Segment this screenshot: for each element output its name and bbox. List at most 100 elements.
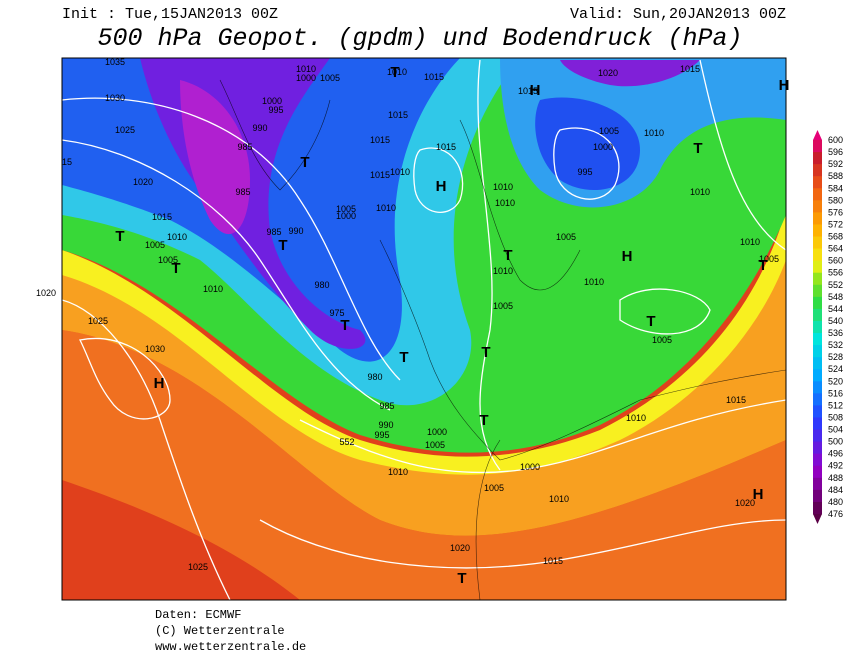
isobar-label: 1005 <box>599 126 619 136</box>
pressure-center: H <box>154 375 165 392</box>
colorbar-label: 572 <box>828 219 843 229</box>
colorbar-label: 556 <box>828 268 843 278</box>
colorbar-label: 480 <box>828 497 843 507</box>
isobar-label: 1005 <box>759 254 779 264</box>
isobar-label: 1010 <box>388 467 408 477</box>
isobar-label: 1000 <box>427 427 447 437</box>
isobar-label: 1000 <box>262 96 282 106</box>
isobar-label: 1005 <box>336 204 356 214</box>
isobar-label: 1010 <box>626 413 646 423</box>
pressure-center: T <box>758 257 767 274</box>
isobar-label: 1015 <box>388 110 408 120</box>
isobar-label: 1025 <box>188 562 208 572</box>
pressure-center: T <box>503 247 512 264</box>
colorbar-label: 488 <box>828 473 843 483</box>
colorbar-label: 492 <box>828 461 843 471</box>
colorbar-cell <box>813 236 822 250</box>
colorbar-label: 524 <box>828 364 843 374</box>
pressure-center: T <box>481 344 490 361</box>
colorbar-label: 592 <box>828 159 843 169</box>
colorbar-label: 540 <box>828 316 843 326</box>
isobar-label: 1010 <box>584 277 604 287</box>
isobar-label: 1015 <box>370 170 390 180</box>
isobar-label: 1015 <box>424 72 444 82</box>
colorbar-cell <box>813 284 822 298</box>
pressure-center: T <box>390 64 399 81</box>
colorbar-cap <box>813 130 822 140</box>
colorbar-label: 564 <box>828 244 843 254</box>
footer-copyright: (C) Wetterzentrale <box>155 624 285 638</box>
colorbar-cell <box>813 140 822 153</box>
isobar-label: 1035 <box>105 57 125 67</box>
colorbar-label: 536 <box>828 328 843 338</box>
isobar-label: 1005 <box>556 232 576 242</box>
isobar-label: 1005 <box>484 483 504 493</box>
colorbar-label: 548 <box>828 292 843 302</box>
colorbar-cell <box>813 453 822 467</box>
isobar-label: 1010 <box>167 232 187 242</box>
colorbar-label: 576 <box>828 207 843 217</box>
colorbar-cell <box>813 224 822 238</box>
isobar-label: 1015 <box>543 556 563 566</box>
isobar-label: 1010 <box>690 187 710 197</box>
isobar-label: 1000 <box>520 462 540 472</box>
colorbar-cell <box>813 393 822 406</box>
pressure-center: T <box>300 154 309 171</box>
colorbar-cap <box>813 514 822 524</box>
colorbar-label: 588 <box>828 171 843 181</box>
isobar-label: 1000 <box>336 211 356 221</box>
colorbar-label: 504 <box>828 425 843 435</box>
isobar-label: 980 <box>367 372 382 382</box>
isobar-label: 1010 <box>493 266 513 276</box>
map-frame <box>61 57 787 601</box>
colorbar-cell <box>813 272 822 286</box>
colorbar-label: 528 <box>828 352 843 362</box>
isobar-label: 1005 <box>320 73 340 83</box>
colorbar-cell <box>813 441 822 455</box>
pressure-center: T <box>693 140 702 157</box>
colorbar-label: 508 <box>828 412 843 422</box>
colorbar-cell <box>813 200 822 213</box>
isobar-label: 1005 <box>652 335 672 345</box>
isobar-label: 1015 <box>680 64 700 74</box>
map-title: 500 hPa Geopot. (gpdm) und Bodendruck (h… <box>97 24 742 53</box>
isobar-label: 1005 <box>145 240 165 250</box>
map-field <box>62 58 786 600</box>
isobar-label: 985 <box>235 187 250 197</box>
pressure-center: T <box>278 237 287 254</box>
colorbar-cell <box>813 248 822 262</box>
isobar-label: 1000 <box>593 142 613 152</box>
pressure-center: H <box>622 248 633 265</box>
isobar-label: 1015 <box>726 395 746 405</box>
isobar-label: 1020 <box>598 68 618 78</box>
footer-source: Daten: ECMWF <box>155 608 241 622</box>
colorbar-cell <box>813 465 822 479</box>
pressure-center: H <box>530 82 541 99</box>
colorbar-cell <box>813 152 822 165</box>
isobar-label: 985 <box>266 227 281 237</box>
colorbar-cell <box>813 164 822 177</box>
isobar-label: 1030 <box>145 344 165 354</box>
isobar-label: 1010 <box>387 67 407 77</box>
isobar-label: 1005 <box>493 301 513 311</box>
colorbar-label: 500 <box>828 437 843 447</box>
isobar-label: 1010 <box>644 128 664 138</box>
isobar-label: 1010 <box>390 167 410 177</box>
colorbar-label: 484 <box>828 485 843 495</box>
pressure-center: H <box>436 178 447 195</box>
colorbar-label: 476 <box>828 509 843 519</box>
isobar-label: 995 <box>268 105 283 115</box>
isobar-label: 1020 <box>735 498 755 508</box>
pressure-center: T <box>479 412 488 429</box>
isobar-label: 1015 <box>370 135 390 145</box>
isobar-label: 1020 <box>450 543 470 553</box>
isobar-label: 1025 <box>115 125 135 135</box>
isobar-label: 1015 <box>152 212 172 222</box>
isobar-label: 1010 <box>203 284 223 294</box>
colorbar-label: 580 <box>828 195 843 205</box>
colorbar-label: 552 <box>828 280 843 290</box>
isobar-label: 1025 <box>88 316 108 326</box>
colorbar-label: 544 <box>828 304 843 314</box>
colorbar-cell <box>813 260 822 274</box>
